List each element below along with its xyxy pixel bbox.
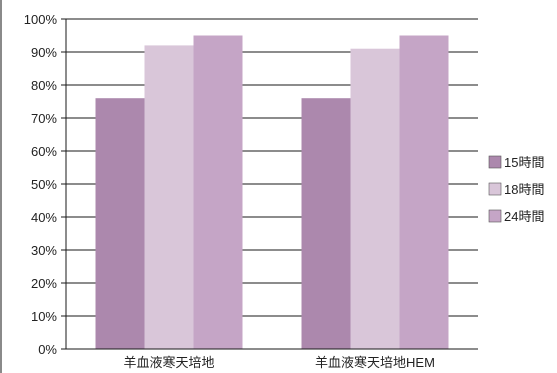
legend-label: 18時間 bbox=[504, 182, 544, 197]
legend-swatch bbox=[488, 182, 502, 196]
legend-swatch bbox=[488, 209, 502, 223]
frame-border bbox=[0, 0, 2, 373]
bars bbox=[95, 35, 449, 350]
y-tick-label: 30% bbox=[31, 243, 57, 258]
y-axis-ticks: 0% 10% 20% 30% 40% 50% 60% 70% 80% 90% 100% bbox=[24, 12, 66, 357]
y-tick-label: 20% bbox=[31, 276, 57, 291]
y-tick-label: 90% bbox=[31, 45, 57, 60]
y-tick-label: 10% bbox=[31, 309, 57, 324]
y-tick-label: 80% bbox=[31, 78, 57, 93]
y-tick-label: 70% bbox=[31, 111, 57, 126]
y-tick-label: 0% bbox=[38, 342, 57, 357]
bar bbox=[193, 35, 243, 349]
legend: 15時間 18時間 24時間 bbox=[488, 155, 544, 224]
bar bbox=[301, 98, 351, 349]
legend-label: 15時間 bbox=[504, 155, 544, 170]
bar bbox=[144, 45, 194, 350]
x-tick-label: 羊血液寒天培地HEM bbox=[315, 355, 435, 370]
y-tick-label: 60% bbox=[31, 144, 57, 159]
bar bbox=[399, 35, 449, 349]
x-tick-label: 羊血液寒天培地 bbox=[123, 355, 214, 370]
y-tick-label: 100% bbox=[24, 12, 58, 27]
y-tick-label: 50% bbox=[31, 177, 57, 192]
x-axis-labels: 羊血液寒天培地 羊血液寒天培地HEM bbox=[123, 355, 434, 370]
y-tick-label: 40% bbox=[31, 210, 57, 225]
bar bbox=[95, 98, 145, 349]
axes bbox=[65, 19, 478, 350]
legend-label: 24時間 bbox=[504, 209, 544, 224]
bar bbox=[350, 48, 400, 349]
legend-swatch bbox=[488, 155, 502, 169]
